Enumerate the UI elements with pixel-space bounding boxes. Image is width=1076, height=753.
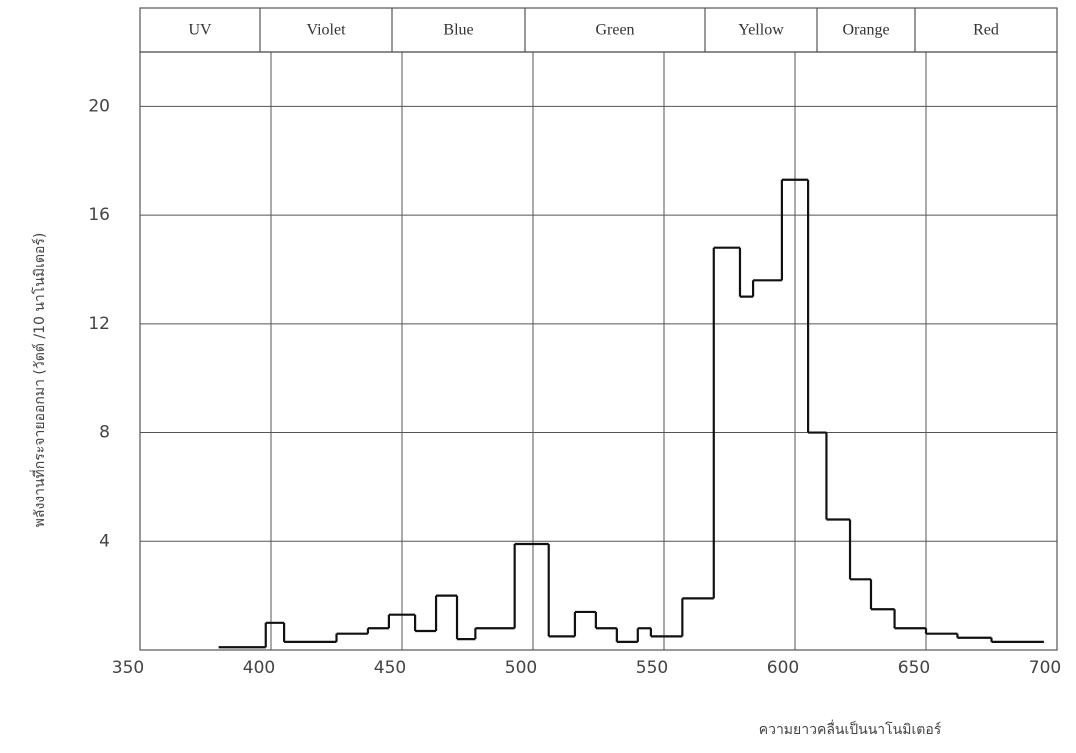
- x-tick-label: 350: [112, 658, 144, 678]
- band-label: Violet: [306, 22, 346, 39]
- x-tick-label: 650: [898, 658, 930, 678]
- chart: ความยาวคลื่นเป็นนาโนมิเตอร์ พลังงานที่กร…: [0, 0, 1076, 753]
- x-tick-label: 550: [636, 658, 668, 678]
- x-tick-label: 500: [505, 658, 537, 678]
- y-tick-label: 8: [99, 423, 110, 443]
- y-tick-label: 20: [88, 96, 110, 116]
- page: {"chart_data": {"type": "step", "x_label…: [0, 0, 1076, 753]
- band-label: Yellow: [738, 22, 784, 39]
- band-label: Orange: [842, 22, 889, 39]
- y-tick-label: 12: [88, 314, 110, 334]
- y-tick-label: 16: [88, 205, 110, 225]
- y-tick-label: 4: [99, 531, 110, 551]
- x-tick-label: 400: [243, 658, 275, 678]
- x-tick-label: 700: [1029, 658, 1061, 678]
- plot-frame: [140, 52, 1057, 650]
- band-label: Blue: [443, 22, 473, 39]
- x-axis-label: ความยาวคลื่นเป็นนาโนมิเตอร์: [759, 720, 942, 738]
- x-tick-label: 450: [374, 658, 406, 678]
- band-label: UV: [188, 22, 212, 39]
- y-axis-label: พลังงานที่กระจายออกมา (วัตต์ /10 นาโนมิเ…: [30, 233, 48, 528]
- band-label: Green: [595, 22, 634, 39]
- x-tick-label: 600: [767, 658, 799, 678]
- band-label: Red: [973, 22, 999, 39]
